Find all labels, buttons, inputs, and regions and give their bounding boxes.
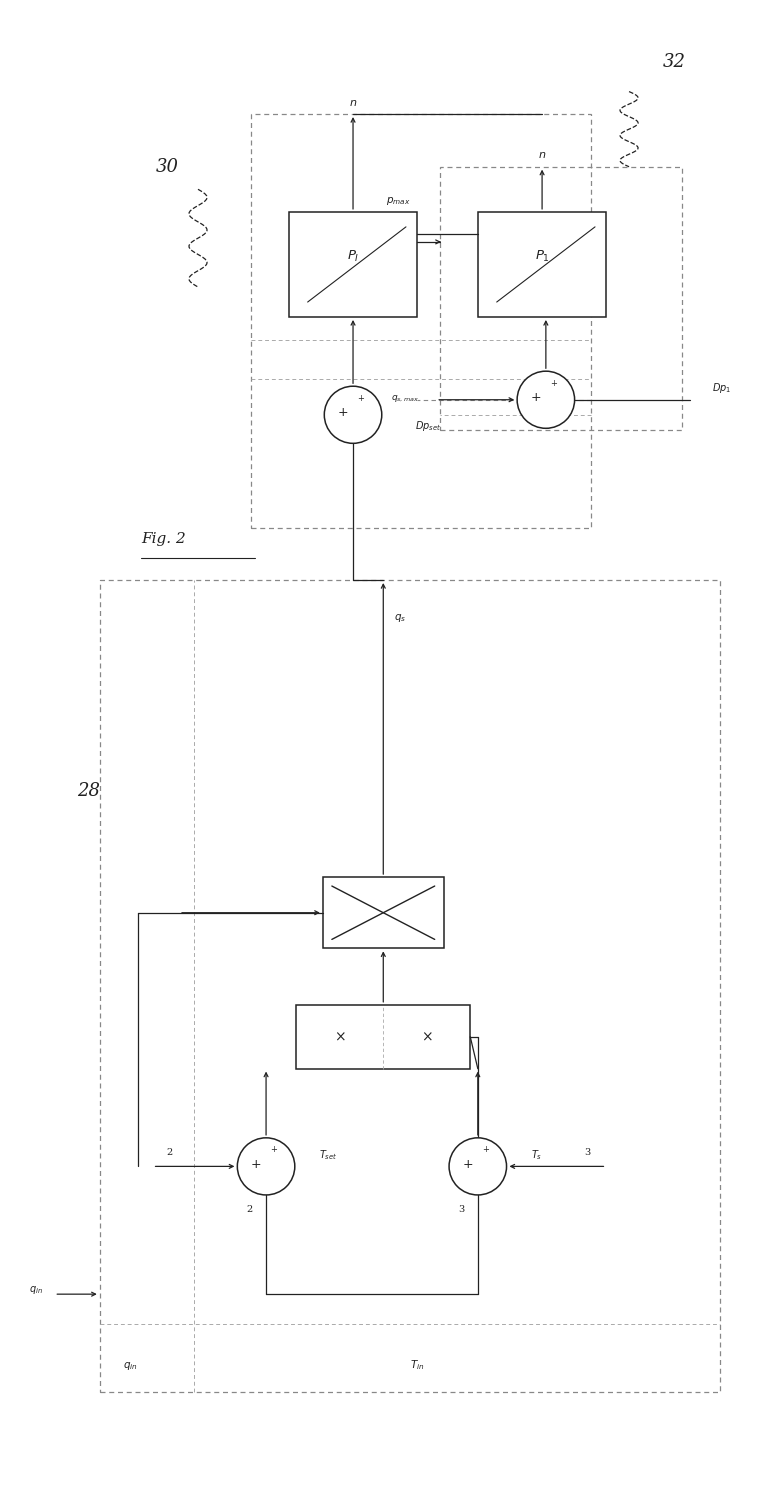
Text: +: +	[338, 407, 348, 419]
Text: $T_{in}$: $T_{in}$	[410, 1358, 424, 1372]
Circle shape	[449, 1139, 506, 1194]
Text: $Dp_1$: $Dp_1$	[712, 381, 732, 396]
Polygon shape	[288, 212, 417, 318]
Text: ×: ×	[421, 1030, 433, 1044]
Text: Fig. 2: Fig. 2	[141, 532, 186, 545]
Text: +: +	[550, 378, 557, 387]
Text: $T_{set}$: $T_{set}$	[319, 1148, 338, 1163]
Text: +: +	[270, 1146, 277, 1155]
Text: 2: 2	[247, 1205, 253, 1214]
Polygon shape	[323, 876, 444, 949]
Text: $q_{s,max}$: $q_{s,max}$	[391, 393, 419, 404]
Circle shape	[238, 1139, 294, 1194]
Text: $T_s$: $T_s$	[531, 1148, 542, 1163]
Text: 32: 32	[663, 53, 686, 71]
Text: $Dp_{set}$: $Dp_{set}$	[415, 419, 442, 434]
Text: $p_{max}$: $p_{max}$	[386, 194, 411, 206]
Text: $q_{in}$: $q_{in}$	[123, 1360, 137, 1372]
Polygon shape	[296, 1005, 471, 1069]
Text: 30: 30	[156, 158, 179, 176]
Text: +: +	[463, 1158, 474, 1170]
Circle shape	[324, 386, 382, 443]
Text: 3: 3	[584, 1149, 591, 1157]
Text: +: +	[251, 1158, 262, 1170]
Text: +: +	[531, 392, 541, 404]
Text: 28: 28	[77, 782, 100, 800]
Text: $q_{in}$: $q_{in}$	[29, 1285, 43, 1297]
Text: 2: 2	[166, 1149, 172, 1157]
Text: $P_1$: $P_1$	[534, 250, 550, 265]
Text: +: +	[482, 1146, 489, 1155]
Polygon shape	[478, 212, 606, 318]
Text: $n$: $n$	[349, 98, 357, 108]
Text: $P_I$: $P_I$	[347, 250, 359, 265]
Text: ×: ×	[335, 1030, 346, 1044]
Text: $q_s$: $q_s$	[394, 611, 406, 623]
Circle shape	[517, 370, 575, 428]
Text: +: +	[357, 393, 364, 402]
Text: $n$: $n$	[538, 151, 546, 161]
Text: 3: 3	[458, 1205, 465, 1214]
